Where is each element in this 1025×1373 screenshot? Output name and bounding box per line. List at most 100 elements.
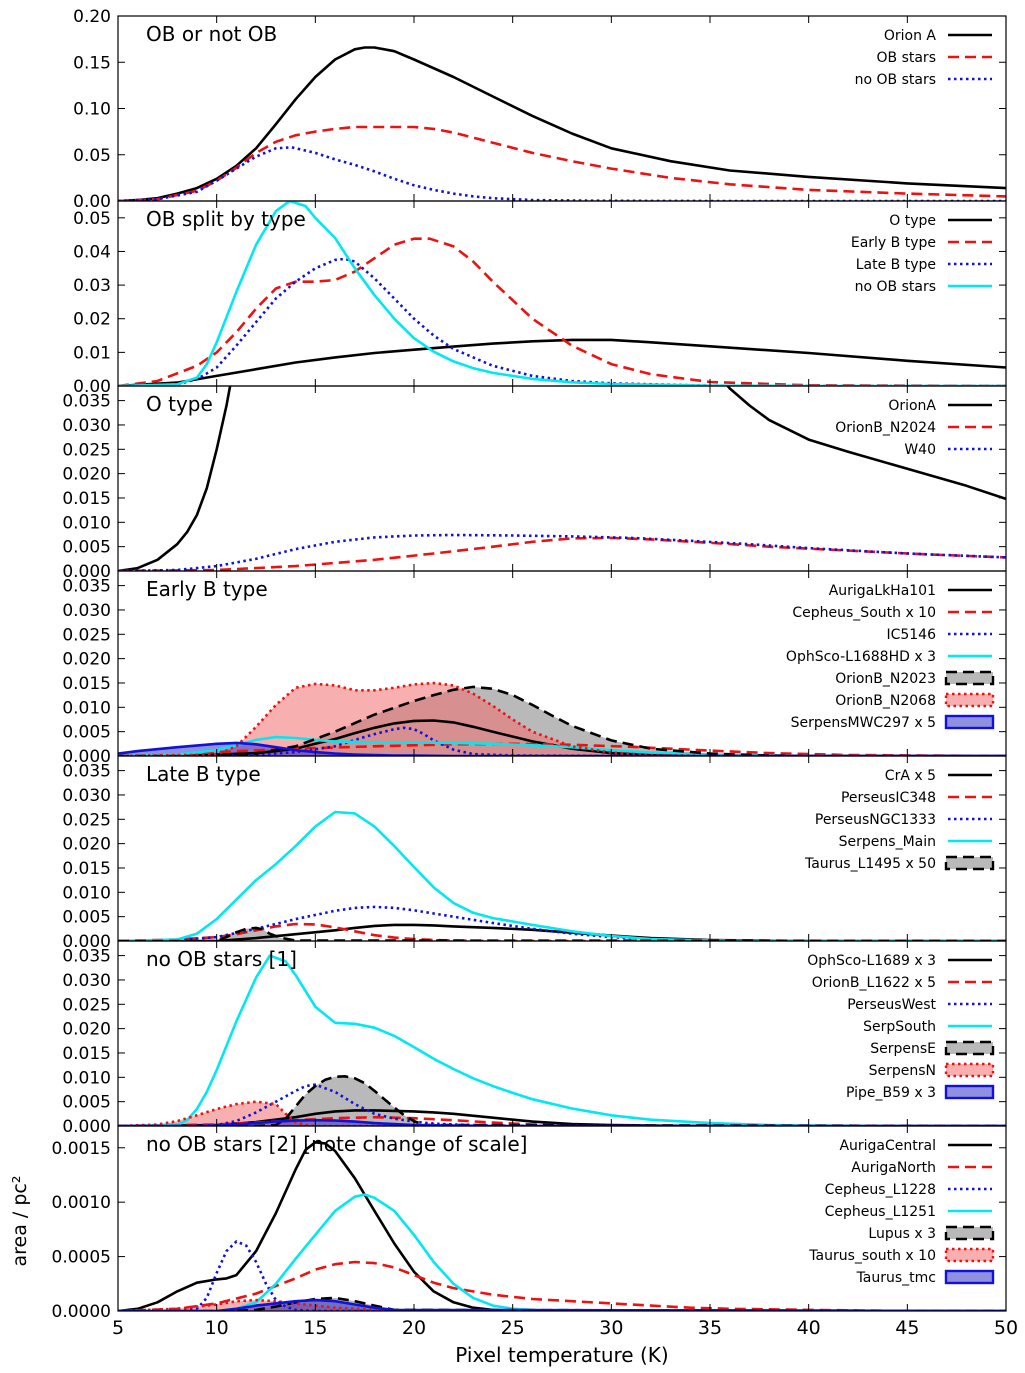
y-tick-label: 0.035 xyxy=(62,762,111,782)
series-line xyxy=(118,125,1006,201)
y-tick-label: 0.020 xyxy=(62,1020,111,1040)
y-tick-label: 0.025 xyxy=(62,625,111,645)
legend-swatch xyxy=(944,714,995,730)
series-line xyxy=(118,338,1006,386)
series-fill xyxy=(118,1076,1006,1126)
panel-4: 0.000 0.005 0.010 0.015 0.020 0.025 0.030 0.035… xyxy=(62,570,1007,767)
panel-title: OB split by type xyxy=(146,207,306,231)
legend-swatch xyxy=(944,1062,995,1078)
y-tick-label: 0.020 xyxy=(62,465,111,485)
panel-title: Early B type xyxy=(146,577,268,601)
legend-swatch xyxy=(944,1269,995,1285)
panel-title: O type xyxy=(146,392,213,416)
panel-plot-area xyxy=(118,46,1006,201)
legend-label: OphSco-L1688HD x 3 xyxy=(786,649,936,665)
legend-label: AurigaLkHa101 xyxy=(829,583,936,599)
series-line xyxy=(118,1240,1006,1311)
panel-1: 0.00 0.05 0.10 0.15 0.20 OB or not OB Orion A O… xyxy=(73,7,1007,212)
series-line xyxy=(118,1298,1006,1311)
legend-label: Early B type xyxy=(851,235,936,251)
panel-frame xyxy=(117,1125,1007,1312)
y-tick-label: 0.000 xyxy=(62,562,111,582)
series-line xyxy=(118,201,1006,386)
series-line xyxy=(118,1118,1006,1126)
panel-title: OB or not OB xyxy=(146,22,277,46)
series-line xyxy=(118,810,1006,941)
legend-swatch xyxy=(944,1084,995,1100)
x-tick-label: 40 xyxy=(797,1317,821,1339)
y-tick-label: 0.20 xyxy=(73,7,111,27)
panel-5: 0.000 0.005 0.010 0.015 0.020 0.025 0.030 0.035… xyxy=(62,755,1007,952)
x-tick-label: 30 xyxy=(599,1317,623,1339)
legend-label: PerseusIC348 xyxy=(841,790,936,806)
y-tick-label: 0.010 xyxy=(62,883,111,903)
legend-swatch xyxy=(944,855,995,871)
y-tick-label: 0.025 xyxy=(62,810,111,830)
series-line xyxy=(118,237,1006,386)
legend-label: Pipe_B59 x 3 xyxy=(846,1085,936,1101)
series-line xyxy=(118,926,1006,941)
legend-label: PerseusNGC1333 xyxy=(815,812,936,828)
series-line xyxy=(118,146,1006,201)
legend-label: no OB stars xyxy=(855,72,936,88)
y-tick-label: 0.005 xyxy=(62,1093,111,1113)
y-tick-label: 0.010 xyxy=(62,513,111,533)
series-line xyxy=(118,533,1006,571)
legend-label: OrionA xyxy=(888,398,936,414)
legend-label: OrionB_N2024 xyxy=(835,420,936,436)
x-tick-label: 35 xyxy=(698,1317,722,1339)
panel-7: 0.0000 0.0005 0.0010 0.0015 5 10 15 20 25 30 35 40 4… xyxy=(52,1125,1018,1339)
x-tick-label: 45 xyxy=(895,1317,919,1339)
series-line xyxy=(118,741,1006,756)
y-tick-label: 0.10 xyxy=(73,100,111,120)
legend-label: AurigaNorth xyxy=(851,1160,936,1176)
series-line xyxy=(118,719,1006,756)
y-tick-label: 0.05 xyxy=(73,209,111,229)
x-axis-label: Pixel temperature (K) xyxy=(455,1343,668,1367)
series-line xyxy=(118,386,1006,571)
legend-label: SerpensN xyxy=(869,1063,936,1079)
legend-label: AurigaCentral xyxy=(839,1138,936,1154)
x-tick-label: 25 xyxy=(501,1317,525,1339)
y-tick-label: 0.030 xyxy=(62,786,111,806)
y-tick-label: 0.02 xyxy=(73,310,111,330)
series-line xyxy=(118,685,1006,756)
panel-plot-area xyxy=(118,810,1006,941)
y-tick-label: 0.005 xyxy=(62,723,111,743)
legend-label: OB stars xyxy=(877,50,937,66)
y-tick-label: 0.030 xyxy=(62,601,111,621)
legend-swatch xyxy=(944,1040,995,1056)
legend-label: Orion A xyxy=(884,28,937,44)
legend-swatch xyxy=(944,1247,995,1263)
y-tick-label: 0.0000 xyxy=(52,1302,111,1322)
y-tick-label: 0.025 xyxy=(62,440,111,460)
legend-label: W40 xyxy=(904,442,936,458)
y-tick-label: 0.035 xyxy=(62,947,111,967)
y-tick-label: 0.000 xyxy=(62,932,111,952)
panel-plot-area xyxy=(118,954,1006,1126)
legend-swatch xyxy=(944,692,995,708)
x-tick-label: 10 xyxy=(205,1317,229,1339)
legend-label: Serpens_Main xyxy=(839,834,936,850)
y-tick-label: 0.035 xyxy=(62,577,111,597)
panel-title: Late B type xyxy=(146,762,261,786)
legend-label: Cepheus_L1251 xyxy=(825,1204,936,1220)
legend-label: OrionB_N2068 xyxy=(835,693,936,709)
legend-label: IC5146 xyxy=(886,627,936,643)
y-tick-label: 0.015 xyxy=(62,674,111,694)
y-tick-label: 0.000 xyxy=(62,747,111,767)
legend-label: OrionB_N2023 xyxy=(835,671,936,687)
legend-label: PerseusWest xyxy=(847,997,936,1013)
panel-plot-area xyxy=(118,201,1006,386)
legend-label: Taurus_tmc xyxy=(856,1270,936,1286)
legend-swatch xyxy=(944,670,995,686)
y-tick-label: 0.025 xyxy=(62,995,111,1015)
panel-plot-area xyxy=(118,386,1006,571)
y-tick-label: 0.015 xyxy=(62,489,111,509)
panel-plot-area xyxy=(118,1141,1006,1311)
y-tick-label: 0.020 xyxy=(62,835,111,855)
legend-label: SerpensMWC297 x 5 xyxy=(791,715,936,731)
y-tick-label: 0.01 xyxy=(73,343,111,363)
y-tick-label: 0.010 xyxy=(62,1068,111,1088)
legend-label: Lupus x 3 xyxy=(868,1226,936,1242)
